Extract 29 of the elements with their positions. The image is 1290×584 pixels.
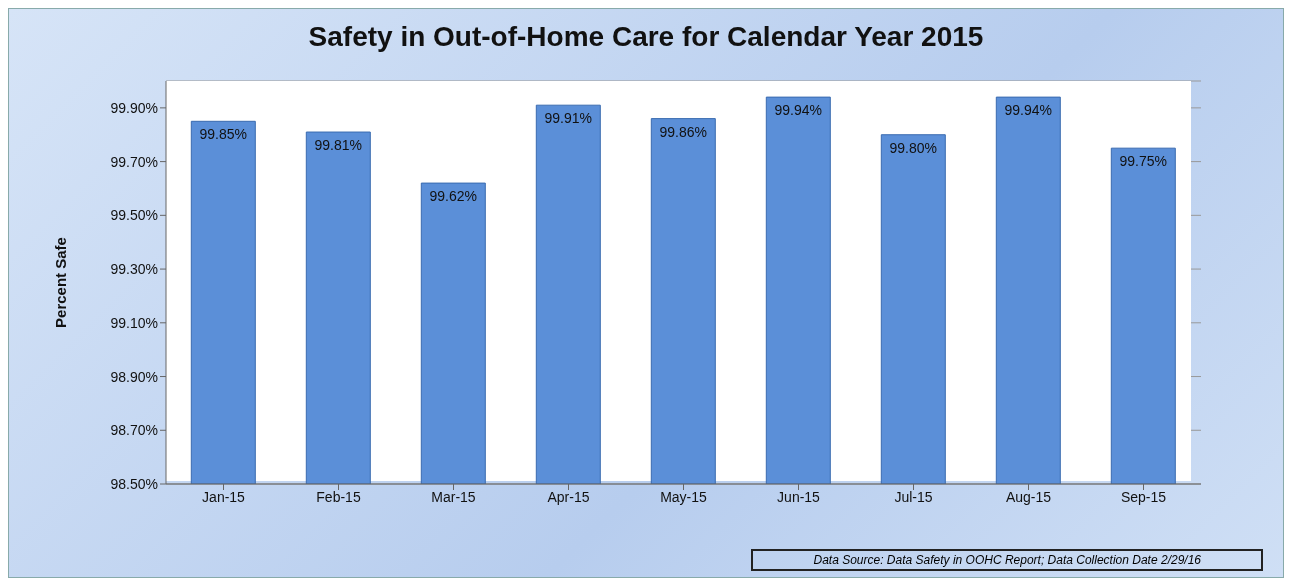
x-tick-label: Aug-15 <box>1005 488 1052 505</box>
data-label: 99.62% <box>429 188 478 205</box>
chart-title: Safety in Out-of-Home Care for Calendar Year 2015 <box>307 20 985 54</box>
data-label: 99.80% <box>889 139 938 156</box>
data-label: 99.85% <box>199 126 248 143</box>
x-tick-label: Jul-15 <box>894 488 933 505</box>
x-tick-label: Mar-15 <box>431 488 476 505</box>
y-tick-label: 98.90% <box>110 368 158 385</box>
source-note: Data Source: Data Safety in OOHC Report; Data Collection Date 2/29/16 <box>751 549 1263 571</box>
x-tick-label: Jan-15 <box>202 488 246 505</box>
data-label: 99.81% <box>314 136 363 153</box>
x-tick-label: Feb-15 <box>316 488 361 505</box>
x-tick-label: Apr-15 <box>547 488 590 505</box>
data-label: 99.94% <box>774 102 823 119</box>
data-label: 99.75% <box>1119 153 1168 170</box>
y-tick-label: 99.10% <box>110 314 158 331</box>
data-label: 99.91% <box>544 110 593 127</box>
y-tick-label: 99.90% <box>110 99 158 116</box>
y-tick-label: 99.30% <box>110 261 158 278</box>
y-tick-label: 99.50% <box>110 207 158 224</box>
y-tick-label: 99.70% <box>110 153 158 170</box>
y-axis-title: Percent Safe <box>52 237 70 328</box>
y-tick-label: 98.70% <box>110 422 158 439</box>
data-label: 99.86% <box>659 123 708 140</box>
x-tick-label: Jun-15 <box>777 488 821 505</box>
x-tick-label: Sep-15 <box>1120 488 1167 505</box>
y-tick-label: 98.50% <box>110 475 158 492</box>
x-tick-label: May-15 <box>660 488 708 505</box>
data-label: 99.94% <box>1004 102 1053 119</box>
